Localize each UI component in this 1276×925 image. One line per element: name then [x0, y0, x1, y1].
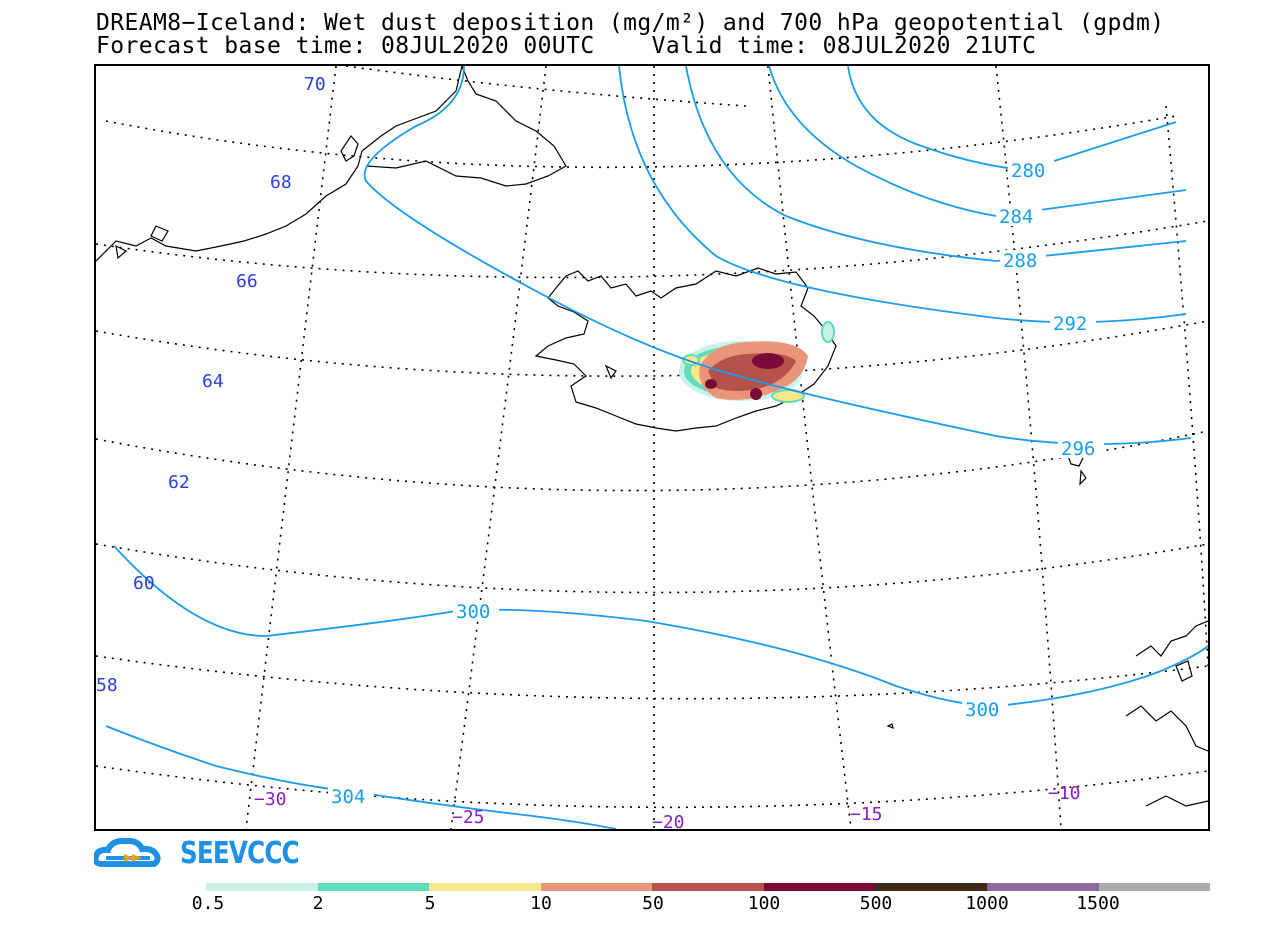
contour-label: 304 — [331, 786, 365, 808]
contour-label: 292 — [1053, 313, 1087, 335]
contour-line — [363, 66, 1192, 445]
longitude-label: −10 — [1048, 783, 1081, 804]
latitude-label: 66 — [236, 271, 258, 292]
contour-line — [105, 725, 617, 829]
colorbar-label: 100 — [747, 893, 781, 914]
geopotential-contours — [105, 66, 1208, 829]
map-title-line1: DREAM8−Iceland: Wet dust deposition (mg/… — [96, 10, 1165, 36]
colorbar-label: 10 — [530, 893, 552, 914]
longitude-gridlines — [245, 66, 1208, 829]
colorbar-segment — [652, 883, 764, 891]
latitude-label: 60 — [133, 573, 155, 594]
latitude-label: 58 — [96, 675, 118, 696]
dust-deposition-field — [679, 321, 835, 403]
colorbar-label: 1500 — [1076, 893, 1120, 914]
latitude-label: 62 — [168, 472, 190, 493]
logo-text: SEEVCCC — [180, 836, 300, 871]
map-canvas: 280 284 288 292 296 300 300 304 70 68 66… — [96, 66, 1208, 829]
map-frame: 280 284 288 292 296 300 300 304 70 68 66… — [94, 64, 1210, 831]
longitude-label: −25 — [452, 807, 485, 828]
colorbar-segment — [1098, 883, 1211, 891]
colorbar-label: 500 — [859, 893, 893, 914]
latitude-label: 70 — [304, 74, 326, 95]
colorbar-label: 0.5 — [191, 893, 225, 914]
colorbar-label: 50 — [642, 893, 664, 914]
colorbar-segment — [875, 883, 987, 891]
cloud-logo-icon — [94, 837, 161, 867]
contour-label: 280 — [1011, 160, 1045, 182]
colorbar-segment — [986, 883, 1099, 891]
longitude-label: −30 — [254, 789, 287, 810]
colorbar — [206, 883, 1211, 891]
contour-line — [618, 66, 1187, 324]
longitude-label: −20 — [652, 812, 685, 829]
contour-line — [113, 545, 1208, 707]
colorbar-segment — [317, 883, 430, 891]
colorbar-segment — [429, 883, 541, 891]
contour-label: 284 — [999, 206, 1033, 228]
colorbar-label: 2 — [312, 893, 324, 914]
contour-line — [685, 66, 1187, 262]
map-title-line2: Forecast base time: 08JUL2020 00UTC Vali… — [96, 33, 1037, 59]
contour-label: 296 — [1061, 438, 1095, 460]
colorbar-label: 5 — [424, 893, 436, 914]
colorbar-segment — [763, 883, 876, 891]
colorbar-label: 1000 — [965, 893, 1009, 914]
colorbar-segment — [206, 883, 318, 891]
latitude-label: 68 — [270, 172, 292, 193]
contour-label: 288 — [1003, 250, 1037, 272]
contour-line — [847, 66, 1177, 171]
contour-label: 300 — [456, 601, 490, 623]
contour-label: 300 — [965, 699, 999, 721]
colorbar-segment — [540, 883, 653, 891]
contour-line — [768, 66, 1187, 217]
longitude-label: −15 — [850, 804, 883, 825]
latitude-label: 64 — [202, 371, 224, 392]
